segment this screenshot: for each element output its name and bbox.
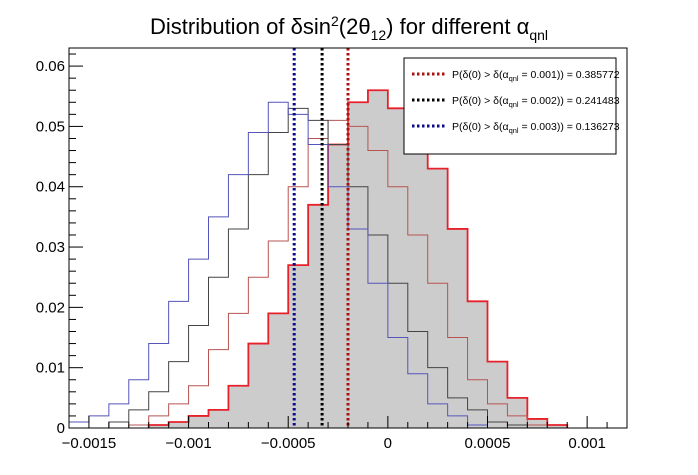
x-tick-label: −0.001: [165, 435, 211, 452]
legend: P(δ(0) > δ(αqnl = 0.001)) = 0.385772 P(δ(…: [403, 57, 620, 155]
y-axis: 0 0.01 0.02 0.03 0.04 0.05 0.06: [36, 53, 83, 437]
vertical-reference-lines: [292, 48, 350, 428]
legend-entry: P(δ(0) > δ(αqnl = 0.001)) = 0.385772: [452, 69, 620, 83]
chart-title: Distribution of δsin2(2θ12) for differen…: [150, 13, 548, 43]
y-tick-label: 0: [57, 420, 65, 437]
y-tick-label: 0.01: [36, 360, 65, 377]
x-tick-label: 0.001: [568, 435, 606, 452]
x-axis: −0.0015 −0.001 −0.0005 0 0.0005 0.001: [62, 416, 628, 452]
histogram-line-black: [108, 107, 528, 428]
y-tick-label: 0.06: [36, 58, 65, 75]
x-tick-label: −0.0015: [62, 435, 117, 452]
legend-entry: P(δ(0) > δ(αqnl = 0.002)) = 0.241483: [452, 95, 620, 109]
y-tick-label: 0.04: [36, 179, 65, 196]
histogram-line-blue: [68, 101, 488, 428]
y-tick-label: 0.02: [36, 299, 65, 316]
y-tick-label: 0.05: [36, 118, 65, 135]
y-tick-label: 0.03: [36, 239, 65, 256]
x-tick-label: 0.0005: [465, 435, 511, 452]
histogram-outline-layer: [68, 89, 569, 428]
histogram-line-brown: [128, 119, 548, 428]
histogram-line-red: [147, 89, 569, 428]
legend-entry: P(δ(0) > δ(αqnl = 0.003)) = 0.136273: [452, 121, 620, 135]
x-tick-label: −0.0005: [261, 435, 316, 452]
x-tick-label: 0: [384, 435, 392, 452]
